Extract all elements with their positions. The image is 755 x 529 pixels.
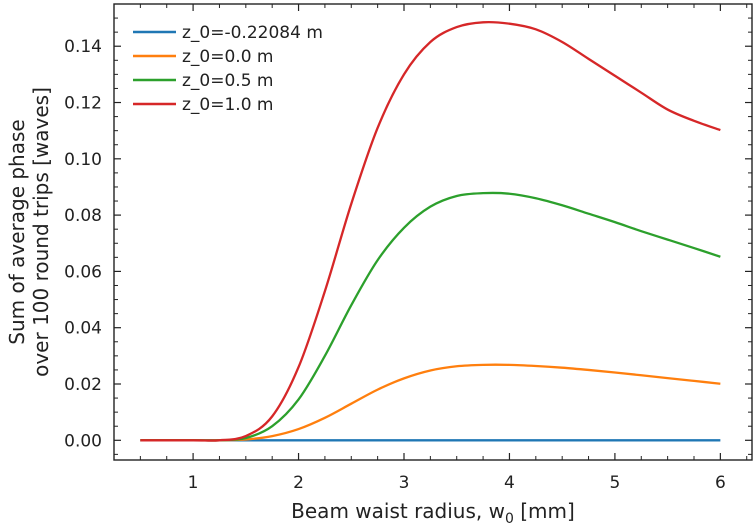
x-tick-label: 3 (399, 473, 410, 493)
x-axis-label-main: Beam waist radius, w (291, 499, 505, 523)
legend-label: z_0=0.5 m (182, 71, 273, 91)
y-tick-label: 0.06 (64, 262, 102, 282)
y-axis-label: Sum of average phase over 100 round trip… (5, 87, 53, 377)
ticks-layer: 1 2 3 4 5 6 0.00 0.02 0.04 0.06 0.08 0.10 0.12 0.14 (64, 3, 752, 493)
series-line-2 (140, 363, 721, 442)
x-tick-label: 6 (715, 473, 726, 493)
series-line-4 (140, 20, 721, 442)
y-tick-label: 0.02 (64, 375, 102, 395)
legend: z_0=-0.22084 m z_0=0.0 m z_0=0.5 m z_0=1.0 … (133, 23, 323, 115)
x-axis-label-unit: [mm] (514, 499, 575, 523)
x-tick-label: 2 (293, 473, 304, 493)
y-tick-label: 0.08 (64, 206, 102, 226)
y-axis-label-line2: over 100 round trips [waves] (29, 87, 53, 377)
legend-label: z_0=0.0 m (182, 47, 273, 67)
y-tick-label: 0.14 (64, 37, 102, 57)
legend-label: z_0=1.0 m (182, 95, 273, 115)
x-tick-label: 4 (504, 473, 515, 493)
y-tick-label: 0.12 (64, 94, 102, 114)
x-axis-label: Beam waist radius, w0 [mm] (291, 499, 575, 527)
series-line-3 (140, 191, 721, 442)
y-tick-label: 0.00 (64, 431, 102, 451)
x-axis-label-subscript: 0 (505, 511, 514, 527)
y-tick-label: 0.04 (64, 319, 102, 339)
series-layer (140, 20, 721, 442)
legend-label: z_0=-0.22084 m (182, 23, 323, 43)
x-tick-label: 5 (609, 473, 620, 493)
y-axis-label-line1: Sum of average phase (5, 119, 29, 344)
y-tick-label: 0.10 (64, 150, 102, 170)
x-tick-label: 1 (188, 473, 199, 493)
plot-frame (113, 3, 753, 461)
